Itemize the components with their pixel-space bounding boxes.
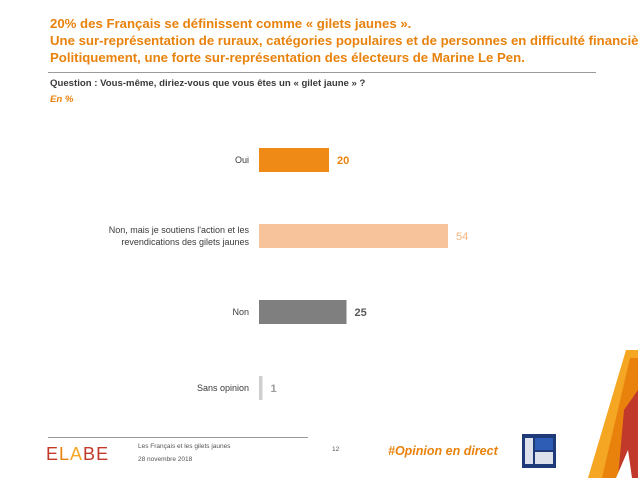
elabe-logo: ELABE [46,444,110,464]
hashtag: #Opinion en direct [388,444,498,458]
value-label-1: 54 [456,231,468,243]
bar-1 [259,224,448,248]
slide-title: 20% des Français se définissent comme « … [50,15,638,66]
survey-name: Les Français et les gilets jaunes [138,443,231,450]
bfmtv-logo [522,434,556,468]
category-label-1: Non, mais je soutiens l'action et les rev… [109,225,250,247]
value-label-2: 25 [355,307,367,319]
title-line-3: Politiquement, une forte sur-représentat… [50,50,525,65]
survey-question: Question : Vous-même, diriez-vous que vo… [50,78,366,89]
unit-label: En % [50,94,74,105]
bar-chart: 20 Oui 54 Non, mais je soutiens l'action et… [109,138,468,410]
title-divider [48,72,596,73]
survey-date: 28 novembre 2018 [138,456,193,463]
value-label-0: 20 [337,155,349,167]
bar-0 [259,148,329,172]
page-number: 12 [332,446,340,453]
value-label-3: 1 [271,383,277,395]
bar-3 [259,376,263,400]
category-label-3: Sans opinion [197,383,249,393]
category-label-0: Oui [235,155,249,165]
category-label-2: Non [232,307,249,317]
bar-2 [259,300,347,324]
footer-divider [48,437,308,438]
title-line-1: 20% des Français se définissent comme « … [50,16,412,31]
decorative-triangle-shape [588,350,638,478]
title-line-2: Une sur-représentation de ruraux, catégo… [50,33,638,48]
